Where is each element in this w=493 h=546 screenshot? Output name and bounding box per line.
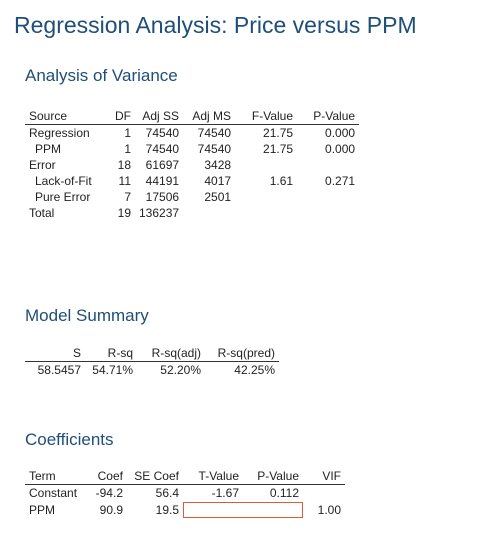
cell-df: 7 xyxy=(124,190,131,204)
anova-table: Source DF Adj SS Adj MS F-Value P-Value … xyxy=(25,108,360,221)
cell-adj-ms: 2501 xyxy=(204,190,232,204)
cell-adj-ss: 61697 xyxy=(145,158,180,172)
cell-df: 1 xyxy=(124,126,131,140)
model-summary-table: S R-sq R-sq(adj) R-sq(pred) 58.5457 54.7… xyxy=(25,345,279,378)
cell-p-value: 0.112 xyxy=(269,486,299,500)
cell-p-value xyxy=(297,205,359,221)
cell-adj-ss: 74540 xyxy=(145,126,180,140)
anova-header-row: Source DF Adj SS Adj MS F-Value P-Value xyxy=(25,108,360,125)
cell-f-value xyxy=(235,205,297,221)
page-title: Regression Analysis: Price versus PPM xyxy=(14,12,417,38)
cell-adj-ms: 74540 xyxy=(197,142,232,156)
cell-adj-ms: 3428 xyxy=(204,158,232,172)
cell-source: Error xyxy=(29,158,56,172)
cell-term: Constant xyxy=(29,486,78,500)
cell-t-value: -1.67 xyxy=(211,486,239,500)
coefficients-heading: Coefficients xyxy=(25,430,114,449)
col-f-value: F-Value xyxy=(235,108,298,125)
summary-header-row: S R-sq R-sq(adj) R-sq(pred) xyxy=(25,345,279,362)
model-summary-heading: Model Summary xyxy=(25,306,149,325)
cell-f-value xyxy=(235,157,297,173)
anova-heading: Analysis of Variance xyxy=(25,66,178,85)
cell-adj-ss: 136237 xyxy=(139,206,180,220)
cell-vif xyxy=(303,485,345,502)
col-rsq-pred: R-sq(pred) xyxy=(205,345,279,362)
col-rsq-adj: R-sq(adj) xyxy=(137,345,205,362)
table-row: Lack-of-Fit 11 44191 4017 1.61 0.271 xyxy=(25,173,359,189)
cell-source: Pure Error xyxy=(35,190,91,204)
cell-coef: 90.9 xyxy=(99,503,123,517)
cell-term: PPM xyxy=(29,503,56,517)
table-row: Pure Error 7 17506 2501 xyxy=(25,189,359,205)
col-adj-ms: Adj MS xyxy=(183,108,236,125)
col-rsq: R-sq xyxy=(85,345,137,362)
coefficients-table: Term Coef SE Coef T-Value P-Value VIF Co… xyxy=(25,468,345,519)
cell-s: 58.5457 xyxy=(37,363,81,377)
col-adj-ss: Adj SS xyxy=(135,108,184,125)
col-se-coef: SE Coef xyxy=(127,468,183,485)
highlight-box xyxy=(183,502,303,518)
cell-p-value: 0.000 xyxy=(325,142,356,156)
cell-vif: 1.00 xyxy=(317,503,341,517)
blank-answer-box[interactable] xyxy=(183,501,303,519)
cell-p-value: 0.271 xyxy=(325,174,356,188)
col-source: Source xyxy=(25,108,105,125)
coefficients-header-row: Term Coef SE Coef T-Value P-Value VIF xyxy=(25,468,345,485)
cell-adj-ms xyxy=(183,205,235,221)
cell-f-value: 1.61 xyxy=(269,174,294,188)
cell-adj-ms: 4017 xyxy=(204,174,232,188)
cell-df: 18 xyxy=(117,158,131,172)
col-df: DF xyxy=(105,108,135,125)
cell-rsq-pred: 42.25% xyxy=(234,363,275,377)
cell-se-coef: 56.4 xyxy=(155,486,179,500)
cell-df: 11 xyxy=(118,174,131,188)
cell-f-value xyxy=(235,189,297,205)
col-p-value: P-Value xyxy=(297,108,360,125)
col-s: S xyxy=(25,345,85,362)
cell-p-value xyxy=(297,157,359,173)
cell-source: Lack-of-Fit xyxy=(35,174,92,188)
cell-coef: -94.2 xyxy=(95,486,123,500)
table-row: 58.5457 54.71% 52.20% 42.25% xyxy=(25,362,279,379)
cell-df: 1 xyxy=(124,142,131,156)
col-vif: VIF xyxy=(303,468,345,485)
col-coef: Coef xyxy=(89,468,127,485)
cell-source: Total xyxy=(29,206,55,220)
table-row: Error 18 61697 3428 xyxy=(25,157,359,173)
cell-rsq-adj: 52.20% xyxy=(160,363,201,377)
cell-se-coef: 19.5 xyxy=(155,503,179,517)
col-p-value: P-Value xyxy=(243,468,303,485)
cell-adj-ss: 74540 xyxy=(145,142,180,156)
table-row: Total 19 136237 xyxy=(25,205,359,221)
table-row: PPM 1 74540 74540 21.75 0.000 xyxy=(25,141,359,157)
cell-adj-ss: 44191 xyxy=(145,174,180,188)
col-t-value: T-Value xyxy=(183,468,243,485)
cell-adj-ss: 17506 xyxy=(145,190,180,204)
cell-p-value: 0.000 xyxy=(325,126,356,140)
cell-f-value: 21.75 xyxy=(263,142,294,156)
cell-f-value: 21.75 xyxy=(263,126,294,140)
cell-source: PPM xyxy=(35,142,62,156)
table-row: Constant -94.2 56.4 -1.67 0.112 xyxy=(25,485,345,502)
cell-p-value xyxy=(297,189,359,205)
cell-df: 19 xyxy=(117,206,131,220)
cell-rsq: 54.71% xyxy=(92,363,133,377)
table-row: PPM 90.9 19.5 1.00 xyxy=(25,501,345,519)
col-term: Term xyxy=(25,468,89,485)
cell-source: Regression xyxy=(29,126,90,140)
table-row: Regression 1 74540 74540 21.75 0.000 xyxy=(25,125,359,142)
cell-adj-ms: 74540 xyxy=(197,126,232,140)
